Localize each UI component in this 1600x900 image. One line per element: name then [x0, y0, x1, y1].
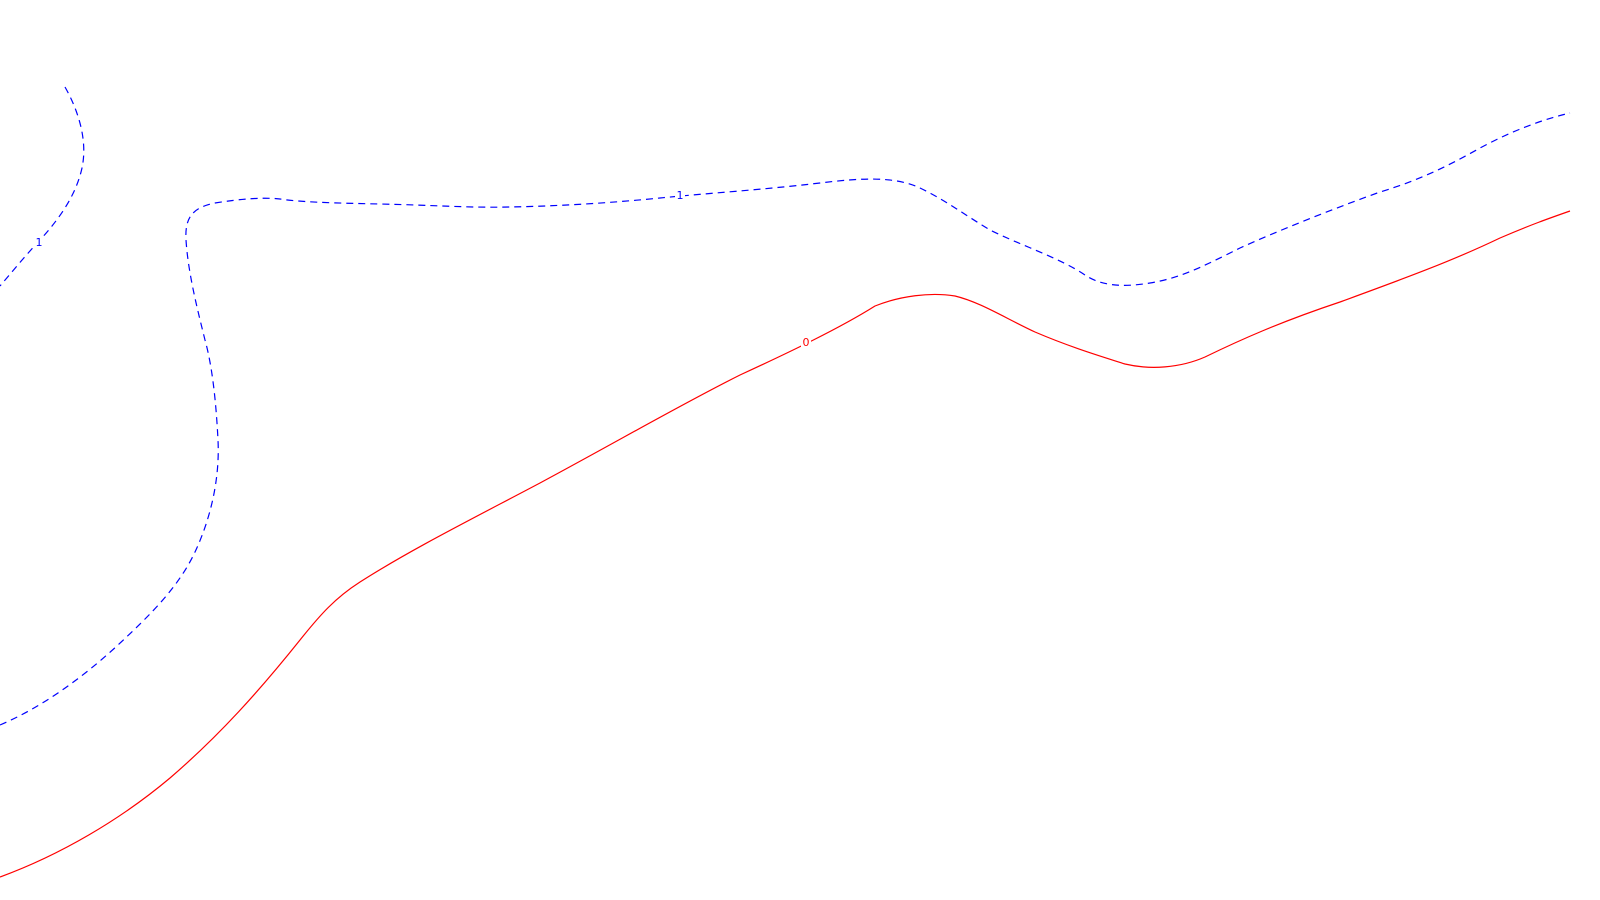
contour-label-level-1-main: 1 — [675, 189, 685, 202]
contour-line-level-0 — [0, 210, 1571, 878]
contour-label-level-1-west: 1 — [34, 236, 44, 249]
contour-label-text: 1 — [36, 236, 43, 249]
contour-line-level-1-main — [0, 112, 1571, 726]
contour-label-text: 1 — [677, 189, 684, 202]
contour-label-level-0: 0 — [801, 336, 811, 349]
contour-label-text: 0 — [803, 336, 810, 349]
contour-line-level-1-west — [0, 86, 85, 287]
